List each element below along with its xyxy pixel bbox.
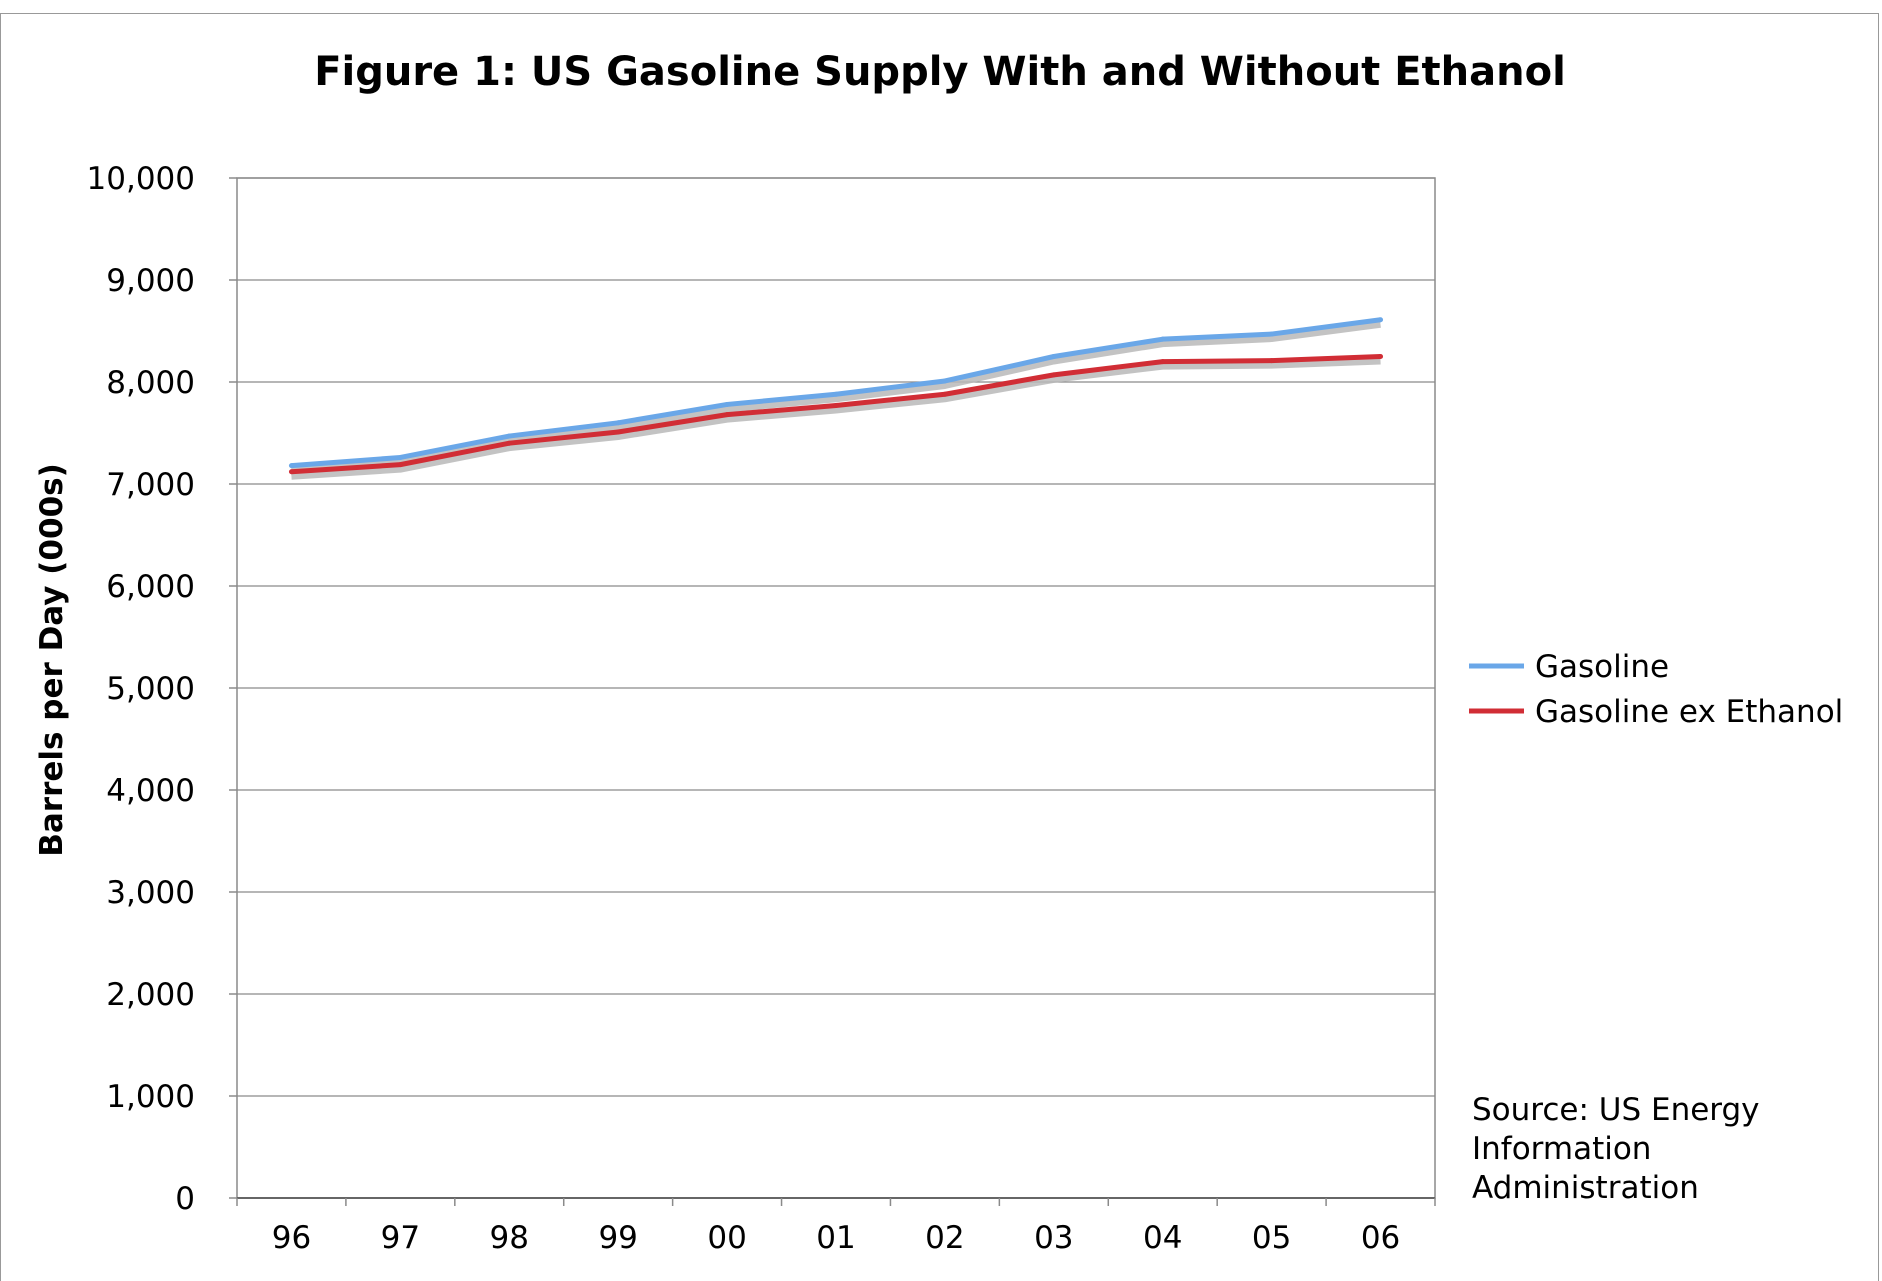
point-gasoline-ex-ethanol-98 xyxy=(506,440,512,446)
series-lines xyxy=(288,317,1384,480)
legend-label-gasoline-ex-ethanol: Gasoline ex Ethanol xyxy=(1535,694,1843,730)
legend-label-gasoline: Gasoline xyxy=(1535,649,1669,685)
series-shadow-gasoline-ex-ethanol xyxy=(291,358,1381,480)
y-tick-label-0: 0 xyxy=(175,1181,195,1217)
point-gasoline-97 xyxy=(397,454,403,460)
x-tick-label-96: 96 xyxy=(272,1220,311,1256)
point-gasoline-ex-ethanol-99 xyxy=(615,429,621,435)
y-tick-label-2: 2,000 xyxy=(106,977,195,1013)
point-gasoline-04 xyxy=(1160,336,1166,342)
source-annotation: Source: US Energy Information Administra… xyxy=(1472,1092,1760,1206)
x-tick-label-01: 01 xyxy=(816,1220,855,1256)
chart-title: Figure 1: US Gasoline Supply With and Wi… xyxy=(314,49,1566,95)
point-gasoline-ex-ethanol-06 xyxy=(1378,354,1384,359)
point-gasoline-ex-ethanol-02 xyxy=(942,391,948,397)
series-line-gasoline-ex-ethanol xyxy=(291,354,1381,475)
gridlines xyxy=(237,177,1435,1097)
x-tick-label-97: 97 xyxy=(381,1220,420,1256)
x-tick-label-02: 02 xyxy=(925,1220,964,1256)
x-axis-ticks: 96 97 98 99 00 01 02 03 04 05 06 xyxy=(236,1198,1436,1256)
point-gasoline-ex-ethanol-03 xyxy=(1051,372,1057,378)
source-line-1: Source: US Energy xyxy=(1472,1092,1760,1128)
point-gasoline-ex-ethanol-04 xyxy=(1160,359,1166,365)
x-tick-label-03: 03 xyxy=(1034,1220,1073,1256)
x-tick-label-99: 99 xyxy=(598,1220,637,1256)
point-gasoline-03 xyxy=(1051,354,1057,359)
source-line-3: Administration xyxy=(1472,1170,1699,1206)
point-gasoline-00 xyxy=(724,401,730,407)
y-tick-label-3: 3,000 xyxy=(106,875,195,911)
point-gasoline-ex-ethanol-01 xyxy=(833,402,839,408)
point-gasoline-ex-ethanol-97 xyxy=(397,462,403,468)
point-gasoline-ex-ethanol-00 xyxy=(724,412,730,418)
point-gasoline-96 xyxy=(288,463,294,469)
point-gasoline-05 xyxy=(1269,331,1275,337)
y-tick-label-10: 10,000 xyxy=(87,161,195,197)
point-gasoline-06 xyxy=(1378,317,1384,323)
y-tick-label-4: 4,000 xyxy=(106,773,195,809)
legend: Gasoline Gasoline ex Ethanol xyxy=(1469,649,1843,730)
x-tick-label-98: 98 xyxy=(490,1220,529,1256)
x-tick-label-05: 05 xyxy=(1252,1220,1291,1256)
point-gasoline-ex-ethanol-96 xyxy=(288,469,294,475)
x-tick-label-00: 00 xyxy=(707,1220,746,1256)
y-axis-label: Barrels per Day (000s) xyxy=(34,463,70,857)
point-gasoline-01 xyxy=(833,391,839,397)
point-gasoline-02 xyxy=(942,378,948,384)
point-gasoline-99 xyxy=(615,420,621,426)
x-tick-label-04: 04 xyxy=(1143,1220,1182,1256)
y-tick-label-6: 6,000 xyxy=(106,569,195,605)
y-tick-label-8: 8,000 xyxy=(106,365,195,401)
y-tick-label-1: 1,000 xyxy=(106,1079,195,1115)
y-tick-label-5: 5,000 xyxy=(106,671,195,707)
source-line-2: Information xyxy=(1472,1131,1651,1167)
point-gasoline-ex-ethanol-05 xyxy=(1269,358,1275,364)
y-tick-label-7: 7,000 xyxy=(106,467,195,503)
point-gasoline-98 xyxy=(506,433,512,439)
y-tick-label-9: 9,000 xyxy=(106,263,195,299)
x-tick-label-06: 06 xyxy=(1361,1220,1400,1256)
y-axis-ticks: 0 1,000 2,000 3,000 4,000 5,000 6,000 7,000 8,00… xyxy=(87,161,237,1217)
chart-frame xyxy=(0,13,1879,1281)
